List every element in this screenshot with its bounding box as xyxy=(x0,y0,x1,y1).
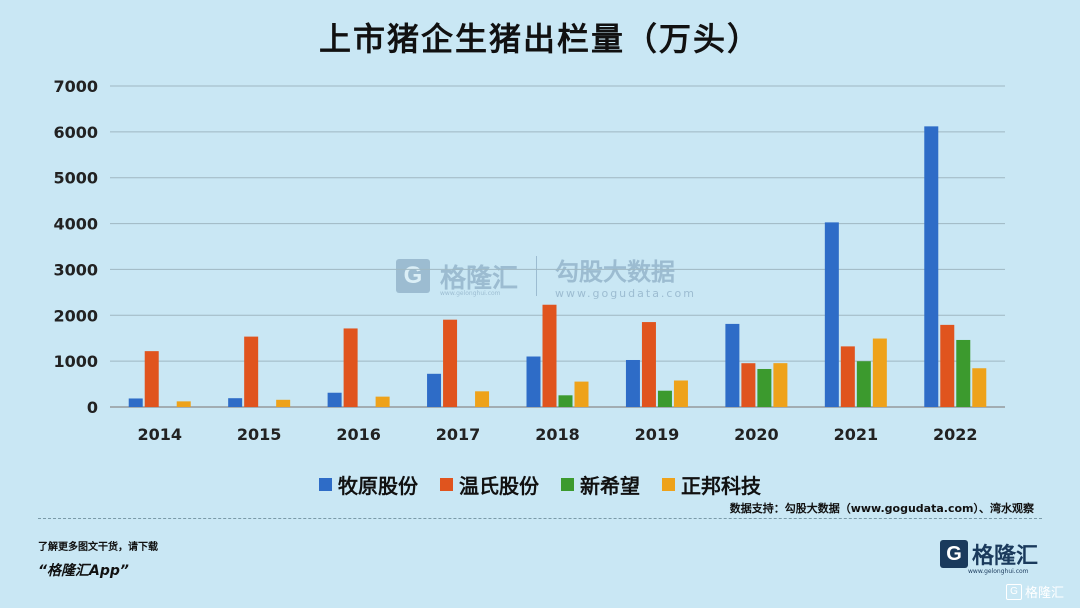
bar xyxy=(757,368,772,407)
watermark-sub: www.gelonghui.com xyxy=(440,290,501,297)
bar xyxy=(375,396,390,407)
x-tick-label: 2017 xyxy=(436,425,481,444)
legend: 牧原股份 温氏股份 新希望 正邦科技 xyxy=(0,470,1080,499)
x-tick-label: 2015 xyxy=(237,425,282,444)
bar xyxy=(773,363,788,407)
divider xyxy=(38,518,1042,519)
legend-label: 正邦科技 xyxy=(681,474,761,498)
bar xyxy=(940,324,955,407)
brand-logo-icon: G xyxy=(940,540,968,568)
y-tick-label: 6000 xyxy=(53,123,98,142)
bar xyxy=(625,359,640,407)
x-tick-label: 2018 xyxy=(535,425,580,444)
x-tick-label: 2020 xyxy=(734,425,779,444)
y-tick-label: 7000 xyxy=(53,77,98,96)
bar xyxy=(657,390,672,407)
bar xyxy=(276,399,291,407)
legend-swatch xyxy=(662,478,675,491)
bar xyxy=(840,346,855,407)
brand-small: G 格隆汇 xyxy=(1006,582,1064,601)
watermark-logo-icon: G xyxy=(396,259,430,293)
bar xyxy=(128,398,143,407)
y-tick-label: 2000 xyxy=(53,306,98,325)
bar xyxy=(673,380,688,407)
brand-small-text: 格隆汇 xyxy=(1025,586,1065,601)
bar xyxy=(872,338,887,407)
legend-item: 正邦科技 xyxy=(662,470,761,499)
watermark-right-title: 勾股大数据 xyxy=(555,258,676,286)
watermark-name: 格隆汇 xyxy=(440,263,519,294)
bar xyxy=(558,395,573,407)
bar xyxy=(924,126,939,408)
legend-item: 温氏股份 xyxy=(440,470,539,499)
brand-url: www.gelonghui.com xyxy=(968,568,1029,575)
chart-title: 上市猪企生猪出栏量（万头） xyxy=(318,20,761,58)
bar xyxy=(856,361,871,407)
y-tick-label: 1000 xyxy=(53,352,98,371)
x-tick-label: 2021 xyxy=(834,425,879,444)
bar xyxy=(228,398,243,407)
bar xyxy=(725,323,740,407)
brand: G 格隆汇 xyxy=(940,538,1038,570)
bar xyxy=(144,351,159,407)
bar xyxy=(641,322,656,407)
watermark-separator xyxy=(536,256,538,296)
watermark: G 格隆汇 勾股大数据 www.gogudata.com xyxy=(396,252,696,300)
legend-label: 牧原股份 xyxy=(338,474,418,498)
bar xyxy=(526,356,541,407)
bar xyxy=(972,368,987,407)
legend-swatch xyxy=(319,478,332,491)
bar xyxy=(542,304,557,407)
legend-swatch xyxy=(440,478,453,491)
source-note: 数据支持：勾股大数据（www.gogudata.com）、湾水观察 xyxy=(729,502,1034,515)
bar xyxy=(956,339,971,407)
bar xyxy=(343,328,358,407)
x-tick-label: 2014 xyxy=(137,425,182,444)
bar xyxy=(244,336,259,407)
bar xyxy=(824,222,839,407)
legend-label: 新希望 xyxy=(580,474,640,498)
x-tick-label: 2022 xyxy=(933,425,978,444)
promo-line-1: 了解更多图文干货，请下载 xyxy=(38,542,158,553)
x-tick-label: 2016 xyxy=(336,425,381,444)
watermark-right-url: www.gogudata.com xyxy=(555,287,696,300)
legend-label: 温氏股份 xyxy=(459,474,539,498)
bar xyxy=(475,391,490,407)
y-tick-label: 0 xyxy=(87,398,98,417)
legend-swatch xyxy=(561,478,574,491)
bar xyxy=(327,392,342,407)
bar xyxy=(741,363,756,407)
bar xyxy=(427,373,442,407)
promo-line-2: “格隆汇App” xyxy=(38,563,129,579)
bar-chart: 0 1000 2000 3000 4000 5000 6000 7000 2014 2015 201… xyxy=(53,77,1005,444)
brand-small-logo-icon: G xyxy=(1006,583,1022,600)
watermark-right: 勾股大数据 www.gogudata.com xyxy=(555,252,696,300)
x-tick-label: 2019 xyxy=(635,425,680,444)
bar xyxy=(176,401,191,407)
bar xyxy=(574,381,589,407)
y-tick-label: 5000 xyxy=(53,169,98,188)
y-tick-label: 4000 xyxy=(53,215,98,234)
legend-item: 新希望 xyxy=(561,470,640,499)
legend-item: 牧原股份 xyxy=(319,470,418,499)
brand-name: 格隆汇 xyxy=(972,544,1039,569)
bar xyxy=(443,319,458,407)
y-tick-label: 3000 xyxy=(53,260,98,279)
